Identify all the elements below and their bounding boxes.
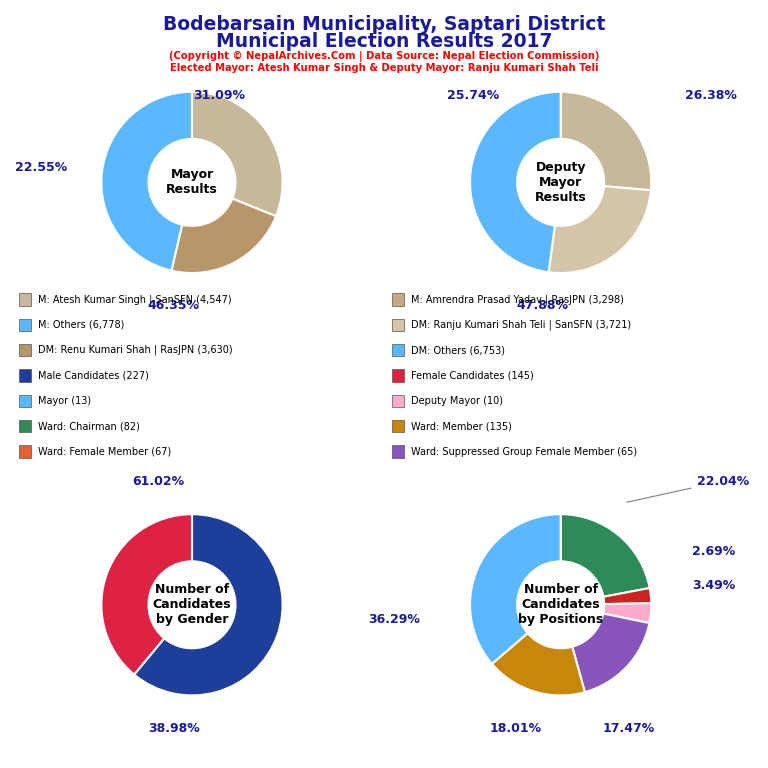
Text: Ward: Chairman (82): Ward: Chairman (82): [38, 421, 141, 432]
Text: 46.35%: 46.35%: [148, 300, 200, 313]
Text: 3.49%: 3.49%: [692, 579, 735, 592]
Wedge shape: [492, 633, 585, 695]
Text: M: Atesh Kumar Singh | SanSFN (4,547): M: Atesh Kumar Singh | SanSFN (4,547): [38, 294, 232, 305]
Wedge shape: [470, 92, 561, 272]
Wedge shape: [604, 588, 651, 604]
Text: 47.88%: 47.88%: [517, 300, 568, 313]
Wedge shape: [470, 515, 561, 664]
Text: Ward: Female Member (67): Ward: Female Member (67): [38, 446, 172, 457]
Text: Male Candidates (227): Male Candidates (227): [38, 370, 149, 381]
Wedge shape: [171, 199, 276, 273]
Text: Elected Mayor: Atesh Kumar Singh & Deputy Mayor: Ranju Kumari Shah Teli: Elected Mayor: Atesh Kumar Singh & Deput…: [170, 63, 598, 73]
Wedge shape: [603, 604, 651, 623]
Wedge shape: [192, 92, 283, 217]
Text: Deputy Mayor (10): Deputy Mayor (10): [411, 396, 503, 406]
Text: Municipal Election Results 2017: Municipal Election Results 2017: [216, 32, 552, 51]
Text: 17.47%: 17.47%: [602, 722, 655, 735]
Wedge shape: [134, 515, 283, 695]
Text: Ward: Member (135): Ward: Member (135): [411, 421, 511, 432]
Text: 22.55%: 22.55%: [15, 161, 68, 174]
Text: Deputy
Mayor
Results: Deputy Mayor Results: [535, 161, 587, 204]
Wedge shape: [561, 92, 651, 190]
Text: Ward: Suppressed Group Female Member (65): Ward: Suppressed Group Female Member (65…: [411, 446, 637, 457]
Text: 18.01%: 18.01%: [489, 722, 541, 735]
Text: DM: Ranju Kumari Shah Teli | SanSFN (3,721): DM: Ranju Kumari Shah Teli | SanSFN (3,7…: [411, 319, 631, 330]
Wedge shape: [101, 515, 192, 674]
Text: 2.69%: 2.69%: [692, 545, 735, 558]
Text: 31.09%: 31.09%: [194, 88, 245, 101]
Text: DM: Renu Kumari Shah | RasJPN (3,630): DM: Renu Kumari Shah | RasJPN (3,630): [38, 345, 233, 356]
Text: DM: Others (6,753): DM: Others (6,753): [411, 345, 505, 356]
Text: (Copyright © NepalArchives.Com | Data Source: Nepal Election Commission): (Copyright © NepalArchives.Com | Data So…: [169, 51, 599, 61]
Text: Number of
Candidates
by Gender: Number of Candidates by Gender: [153, 584, 231, 626]
Text: Bodebarsain Municipality, Saptari District: Bodebarsain Municipality, Saptari Distri…: [163, 15, 605, 35]
Text: 36.29%: 36.29%: [369, 613, 420, 626]
Text: 25.74%: 25.74%: [447, 88, 500, 101]
Text: 26.38%: 26.38%: [685, 88, 737, 101]
Text: Number of
Candidates
by Positions: Number of Candidates by Positions: [518, 584, 604, 626]
Text: M: Amrendra Prasad Yadav | RasJPN (3,298): M: Amrendra Prasad Yadav | RasJPN (3,298…: [411, 294, 624, 305]
Text: 22.04%: 22.04%: [627, 475, 749, 502]
Text: 61.02%: 61.02%: [132, 475, 184, 488]
Wedge shape: [561, 515, 650, 597]
Text: Female Candidates (145): Female Candidates (145): [411, 370, 534, 381]
Wedge shape: [572, 614, 650, 692]
Text: M: Others (6,778): M: Others (6,778): [38, 319, 124, 330]
Wedge shape: [101, 92, 192, 270]
Text: Mayor
Results: Mayor Results: [166, 168, 218, 197]
Text: Mayor (13): Mayor (13): [38, 396, 91, 406]
Text: 38.98%: 38.98%: [148, 722, 200, 735]
Wedge shape: [548, 186, 651, 273]
